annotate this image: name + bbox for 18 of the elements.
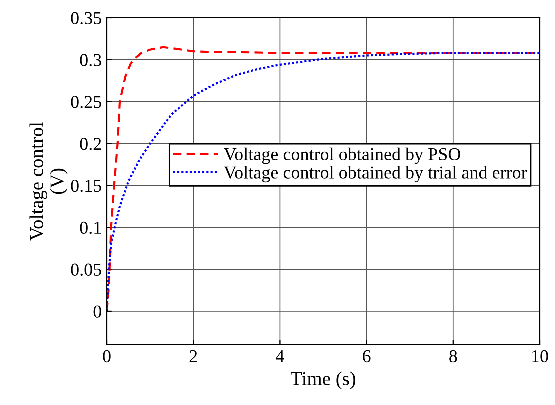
x-axis-title: Time (s) <box>290 372 356 390</box>
y-tick-label: 0.35 <box>71 12 102 25</box>
y-axis-title: Voltage control (V) <box>30 122 68 241</box>
x-tick-label: 4 <box>276 350 284 362</box>
legend-label: Voltage control obtained by trial and error <box>224 166 528 183</box>
x-tick-label: 8 <box>450 350 458 363</box>
x-tick-label: 2 <box>190 350 198 362</box>
y-tick-label: 0.15 <box>71 180 102 192</box>
x-tick-label: 0 <box>103 350 111 363</box>
y-tick-label: 0.2 <box>80 138 102 150</box>
y-tick-label: 0.3 <box>80 54 102 66</box>
y-tick-label: 0.1 <box>80 222 102 234</box>
x-tick-label: 10 <box>532 350 548 363</box>
y-tick-label: 0.25 <box>71 96 102 108</box>
legend-label: Voltage control obtained by PSO <box>224 148 460 164</box>
x-tick-label: 6 <box>363 350 371 363</box>
y-tick-label: 0 <box>94 306 102 318</box>
y-tick-label: 0.05 <box>71 264 102 276</box>
